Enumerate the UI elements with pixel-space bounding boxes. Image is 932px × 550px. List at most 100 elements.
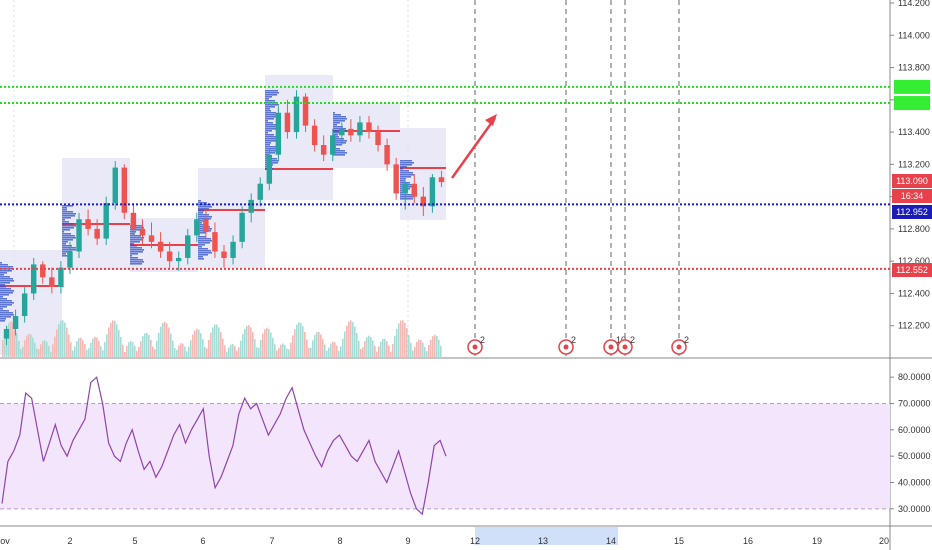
profile-bar <box>130 245 137 247</box>
price-tag: 112.552 <box>892 263 932 277</box>
profile-bar <box>265 102 278 104</box>
profile-bar <box>265 138 279 140</box>
volume-bar <box>434 334 436 358</box>
volume-bar <box>344 331 346 358</box>
profile-bar <box>265 120 268 122</box>
candle-body <box>275 112 282 155</box>
profile-bar <box>265 92 279 94</box>
candle-body <box>67 251 73 268</box>
profile-bar <box>198 214 209 216</box>
profile-bar <box>198 240 212 242</box>
x-tick-label: 15 <box>674 536 684 546</box>
candle-body <box>212 232 218 252</box>
profile-bar <box>265 96 272 98</box>
candle-body <box>221 251 227 258</box>
profile-bar <box>198 222 202 224</box>
profile-bar <box>265 110 271 112</box>
volume-bar <box>304 332 306 358</box>
profile-bar <box>198 218 211 220</box>
y-tick-label: 113.200 <box>898 159 930 169</box>
candle-body <box>420 196 427 207</box>
profile-bar <box>0 266 13 268</box>
volume-bar <box>300 322 302 358</box>
volume-bar <box>42 341 44 358</box>
candle-body <box>12 316 19 329</box>
candle-body <box>366 122 372 133</box>
volume-bar <box>190 340 192 358</box>
forecast-arrow <box>450 117 497 179</box>
profile-bar <box>333 134 338 136</box>
profile-bar <box>198 220 208 222</box>
profile-bar <box>400 190 404 192</box>
volume-bar <box>270 332 272 358</box>
profile-bar <box>265 132 268 134</box>
profile-bar <box>130 229 141 231</box>
volume-bar <box>60 320 62 358</box>
volume-bar <box>308 348 310 358</box>
profile-bar <box>400 176 411 178</box>
profile-bar <box>400 164 412 166</box>
candle-body <box>194 219 200 236</box>
forecast-arrowhead <box>485 114 497 126</box>
profile-bar <box>130 239 143 241</box>
price-tag-bg <box>892 263 932 277</box>
profile-bar <box>265 126 279 128</box>
volume-bar <box>256 347 258 358</box>
volume-bar <box>44 340 46 358</box>
volume-bar <box>288 349 290 358</box>
profile-bar <box>400 178 406 180</box>
candle-body <box>320 145 327 155</box>
volume-bar <box>240 340 242 358</box>
volume-bar <box>340 346 342 358</box>
x-tick-label: 2 <box>67 536 72 546</box>
volume-bar <box>276 350 278 358</box>
profile-bar <box>333 114 341 116</box>
candle-body <box>94 228 100 239</box>
volume-bar <box>68 334 70 358</box>
event-marker-dot <box>622 344 628 350</box>
candle-body <box>330 135 336 155</box>
volume-bar <box>142 336 144 358</box>
x-tick-label: 5 <box>132 536 137 546</box>
profile-bar <box>0 312 13 314</box>
volume-bar <box>134 345 136 358</box>
volume-bar <box>58 323 60 358</box>
volume-bar <box>418 339 420 358</box>
volume-bar <box>432 336 434 358</box>
volume-bar <box>414 346 416 358</box>
volume-bar <box>338 350 340 358</box>
profile-bar <box>333 132 344 134</box>
profile-bar <box>198 254 208 256</box>
volume-bar <box>52 344 54 358</box>
volume-bar <box>116 324 118 358</box>
volume-bar <box>220 332 222 358</box>
volume-bar <box>376 351 378 358</box>
volume-bar <box>424 347 426 358</box>
candle-body <box>185 235 191 258</box>
volume-bar <box>406 328 408 358</box>
volume-bar <box>216 324 218 358</box>
profile-bar <box>333 124 337 126</box>
profile-bar <box>62 255 68 257</box>
volume-bar <box>336 345 338 358</box>
volume-bar <box>394 335 396 358</box>
volume-bar <box>274 344 276 358</box>
volume-bar <box>196 328 198 358</box>
candle-body <box>40 264 46 278</box>
volume-bar <box>172 340 174 358</box>
profile-bar <box>130 253 138 255</box>
candle-body <box>103 203 109 239</box>
profile-bar <box>265 116 278 118</box>
volume-bar <box>114 320 116 358</box>
volume-bar <box>48 345 50 358</box>
profile-bar <box>0 272 7 274</box>
candle-body <box>21 293 28 317</box>
profile-bar <box>198 256 203 258</box>
volume-bar <box>138 347 140 358</box>
profile-bar <box>62 231 64 233</box>
volume-bar <box>382 339 384 358</box>
profile-bar <box>62 213 76 215</box>
volume-bar <box>204 346 206 358</box>
volume-bar <box>262 333 264 358</box>
